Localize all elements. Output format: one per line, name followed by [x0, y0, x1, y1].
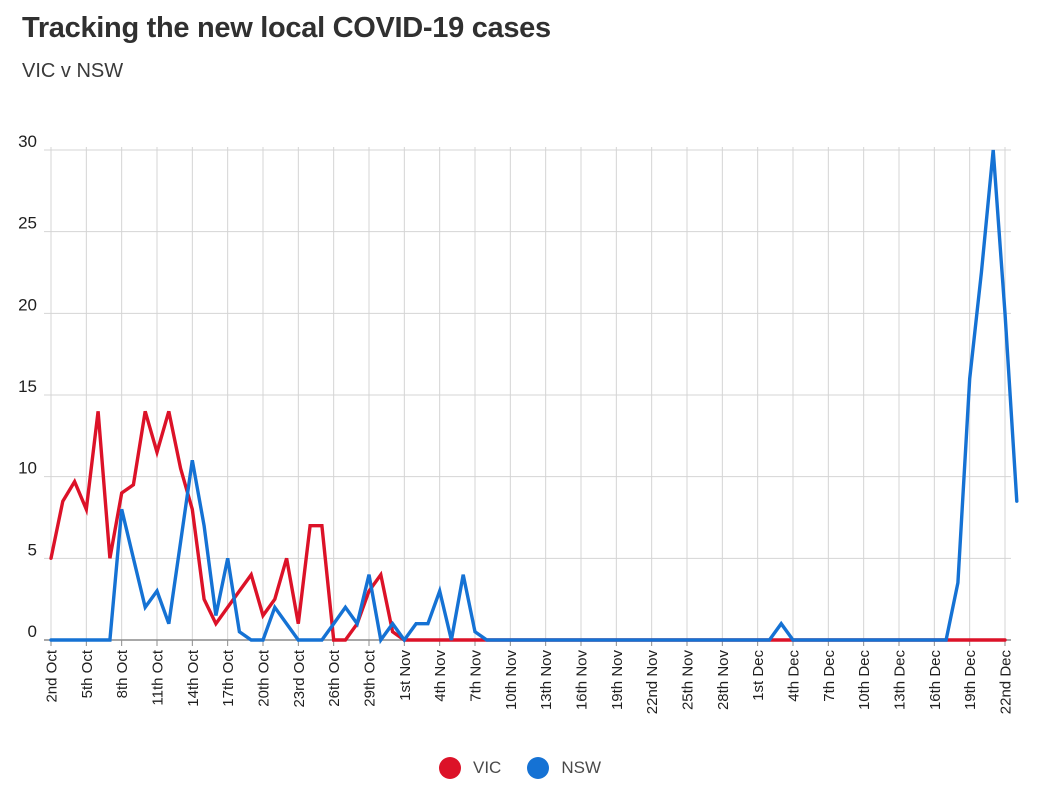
svg-text:4th Dec: 4th Dec — [786, 650, 803, 702]
vic-line — [49, 410, 1007, 642]
svg-text:10th Dec: 10th Dec — [856, 650, 873, 711]
svg-text:4th Nov: 4th Nov — [432, 650, 449, 702]
svg-text:30: 30 — [18, 132, 37, 151]
svg-text:7th Dec: 7th Dec — [821, 650, 838, 702]
svg-text:16th Dec: 16th Dec — [927, 650, 944, 711]
chart-subtitle: VIC v NSW — [22, 60, 124, 82]
vic-legend-dot-icon — [438, 757, 461, 779]
nsw-legend-label: NSW — [561, 758, 601, 777]
svg-text:25th Nov: 25th Nov — [680, 650, 697, 711]
svg-text:13th Nov: 13th Nov — [538, 650, 555, 711]
x-axis-labels: 2nd Oct 5th Oct 8th Oct 11th Oct 14th Oct 17t… — [44, 649, 1015, 714]
svg-text:1st Dec: 1st Dec — [750, 650, 767, 701]
svg-text:19th Nov: 19th Nov — [609, 650, 626, 711]
nsw-legend-dot-icon — [527, 757, 550, 779]
svg-text:16th Nov: 16th Nov — [574, 650, 591, 711]
svg-text:28th Nov: 28th Nov — [715, 650, 732, 711]
svg-text:1st Nov: 1st Nov — [397, 650, 414, 701]
svg-text:5: 5 — [28, 540, 37, 559]
svg-text:14th Oct: 14th Oct — [185, 649, 202, 707]
svg-text:7th Nov: 7th Nov — [468, 650, 485, 702]
chart-legend: VIC NSW — [0, 757, 1040, 779]
svg-text:20: 20 — [18, 295, 37, 314]
legend-item-vic: VIC — [438, 757, 502, 779]
x-gridlines — [50, 147, 1006, 640]
svg-text:0: 0 — [28, 622, 37, 641]
svg-text:25: 25 — [18, 214, 37, 233]
svg-text:26th Oct: 26th Oct — [326, 649, 343, 707]
svg-text:17th Oct: 17th Oct — [220, 649, 237, 707]
nsw-line — [49, 149, 1019, 645]
svg-text:11th Oct: 11th Oct — [150, 649, 167, 705]
svg-text:22nd Dec: 22nd Dec — [998, 650, 1015, 715]
svg-text:13th Dec: 13th Dec — [892, 650, 909, 711]
y-gridlines — [44, 149, 1011, 559]
svg-text:5th Oct: 5th Oct — [79, 649, 96, 698]
page-title: Tracking the new local COVID-19 cases — [22, 12, 551, 44]
vic-legend-label: VIC — [472, 758, 502, 777]
svg-text:10: 10 — [18, 459, 37, 478]
svg-text:10th Nov: 10th Nov — [503, 650, 520, 711]
svg-text:19th Dec: 19th Dec — [962, 650, 979, 711]
svg-text:22nd Nov: 22nd Nov — [644, 650, 661, 715]
svg-text:2nd Oct: 2nd Oct — [44, 649, 61, 702]
svg-text:15: 15 — [18, 377, 37, 396]
svg-text:23rd Oct: 23rd Oct — [291, 649, 308, 707]
svg-text:20th Oct: 20th Oct — [256, 649, 273, 707]
svg-text:29th Oct: 29th Oct — [362, 649, 379, 707]
svg-text:8th Oct: 8th Oct — [114, 649, 131, 698]
legend-item-nsw: NSW — [527, 757, 601, 779]
y-axis-labels: 0 5 10 15 20 25 30 — [18, 132, 37, 641]
